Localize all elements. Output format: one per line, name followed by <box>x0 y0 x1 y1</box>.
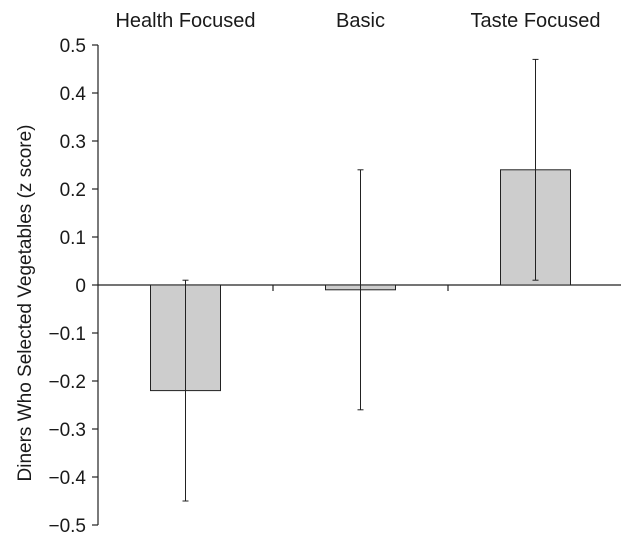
category-label: Taste Focused <box>470 10 600 32</box>
y-tick-label: 0.4 <box>60 84 87 105</box>
category-label: Basic <box>336 10 385 32</box>
y-ticks: 0.5 0.4 0.3 0.2 0.1 0 −0.1 −0.2 −0.3 −0.4 −0.5 <box>48 36 98 534</box>
y-tick-label: −0.2 <box>48 372 86 393</box>
y-tick-label: 0.2 <box>60 180 86 201</box>
y-axis-title: Diners Who Selected Vegetables (z score) <box>15 125 36 482</box>
y-tick-label: −0.5 <box>48 516 86 534</box>
y-axis-title-group: Diners Who Selected Vegetables (z score) <box>15 125 36 482</box>
y-tick-label: 0.1 <box>60 228 86 249</box>
y-tick-label: 0.3 <box>60 132 86 153</box>
category-labels: Health Focused Basic Taste Focused <box>115 10 600 32</box>
y-tick-label: 0.5 <box>60 36 86 57</box>
y-tick-label: −0.4 <box>48 468 86 489</box>
error-bars <box>182 58 539 502</box>
y-tick-label: −0.1 <box>48 324 86 345</box>
y-tick-label: 0 <box>75 276 86 297</box>
category-label: Health Focused <box>115 10 255 32</box>
y-tick-label: −0.3 <box>48 420 86 441</box>
